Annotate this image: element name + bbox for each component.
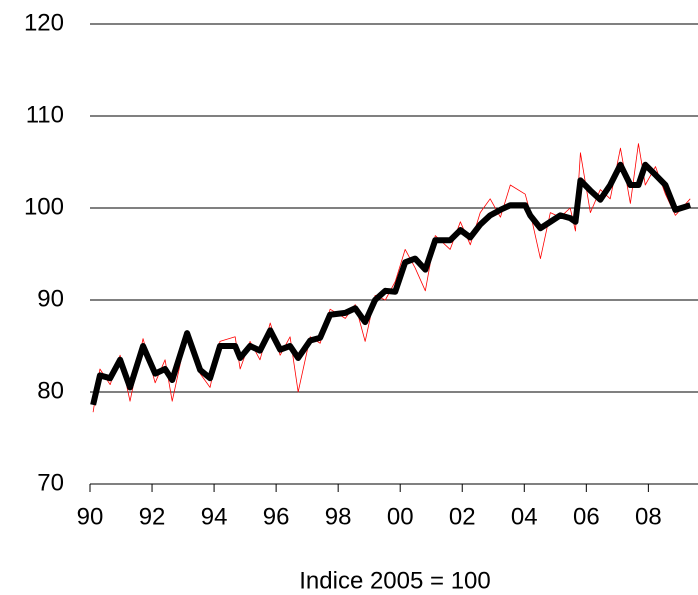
x-tick-label: 90 [77,503,104,530]
series-line [92,143,691,413]
y-tick-label: 80 [37,377,64,404]
x-tick-label: 04 [511,503,538,530]
x-tick-label: 92 [139,503,166,530]
y-tick-label: 90 [37,285,64,312]
y-tick-label: 100 [24,193,64,220]
plot-area [90,143,692,413]
x-tick-label: 02 [449,503,476,530]
x-tick-label: 00 [387,503,414,530]
y-tick-label: 120 [24,9,64,36]
series-line [90,161,692,406]
x-tick-label: 96 [263,503,290,530]
x-tick-label: 08 [635,503,662,530]
y-tick-label: 70 [37,469,64,496]
y-tick-label: 110 [26,101,64,128]
x-axis-label: Indice 2005 = 100 [299,567,491,594]
x-tick-label: 98 [325,503,352,530]
x-tick-label: 94 [201,503,228,530]
x-tick-label: 06 [573,503,600,530]
